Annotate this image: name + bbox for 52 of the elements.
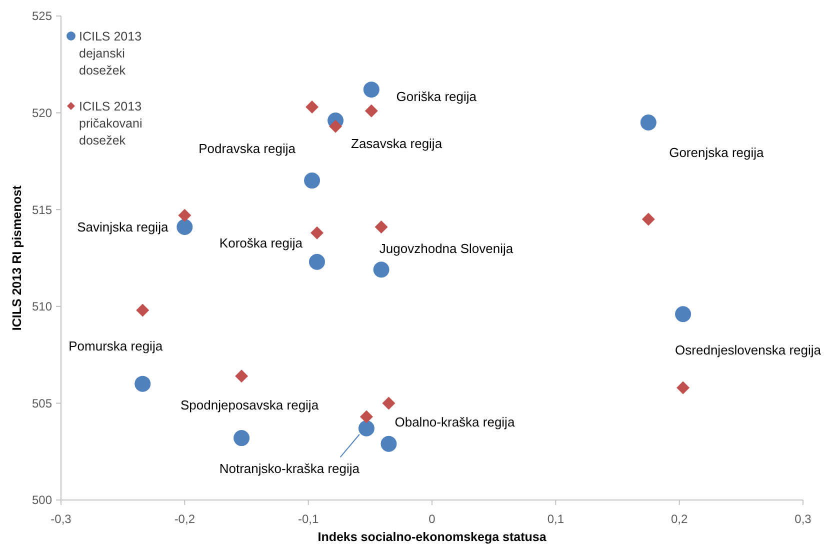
y-tick-label: 510 <box>32 300 52 314</box>
y-tick-label: 500 <box>32 493 52 508</box>
point <box>306 100 319 114</box>
x-tick-label: -0,1 <box>298 512 319 526</box>
annotation: Goriška regija <box>396 89 478 104</box>
annotation: Obalno-kraška regija <box>394 414 516 430</box>
point <box>676 381 690 394</box>
point <box>176 219 193 236</box>
point <box>373 262 390 278</box>
y-tick-label: 520 <box>32 106 52 120</box>
annotation: Notranjsko-kraška regija <box>219 460 360 476</box>
point <box>308 254 325 270</box>
legend-label: ICILS 2013 dejanski dosežek <box>79 29 142 78</box>
point <box>374 220 388 234</box>
x-tick-label: -0,3 <box>50 512 72 526</box>
point <box>136 304 150 317</box>
point <box>178 208 192 222</box>
legend-label: ICILS 2013 pričakovani dosežek <box>79 99 142 148</box>
point <box>304 172 320 189</box>
point <box>363 82 380 98</box>
point <box>234 430 250 446</box>
point <box>675 306 692 322</box>
point <box>329 120 342 133</box>
x-tick-label: 0 <box>428 512 436 526</box>
annotation: Pomurska regija <box>68 338 164 354</box>
point <box>235 370 248 383</box>
x-axis-title: Indeks socialno-ekonomskega statusa <box>318 530 548 544</box>
y-tick-label: 525 <box>32 9 52 24</box>
y-tick-label: 505 <box>32 396 52 410</box>
point <box>640 114 656 130</box>
annotation: Spodnjeposavska regija <box>180 398 320 413</box>
point <box>380 436 397 452</box>
annotation: Zasavska regija <box>351 136 443 152</box>
annotation: Jugovzhodna Slovenija <box>379 241 514 256</box>
point <box>310 226 324 240</box>
x-tick-label: -0,2 <box>174 512 196 526</box>
point <box>364 104 378 118</box>
annotation: Gorenjska regija <box>669 145 765 160</box>
x-tick-label: 0,2 <box>670 512 688 526</box>
annotation: Osrednjeslovenska regija <box>675 342 822 358</box>
x-tick-label: 0,1 <box>547 512 564 526</box>
annotation: Podravska regija <box>198 141 296 156</box>
annotation: Koroška regija <box>219 235 304 250</box>
point <box>642 212 655 226</box>
x-tick-label: 0,3 <box>794 512 812 526</box>
annotation: Savinjska regija <box>77 220 169 235</box>
point <box>382 396 396 410</box>
point <box>360 410 373 424</box>
y-tick-label: 515 <box>32 202 52 217</box>
point <box>358 420 374 436</box>
y-axis-title: ICILS 2013 RI pismenost <box>10 184 24 331</box>
point <box>134 376 151 392</box>
